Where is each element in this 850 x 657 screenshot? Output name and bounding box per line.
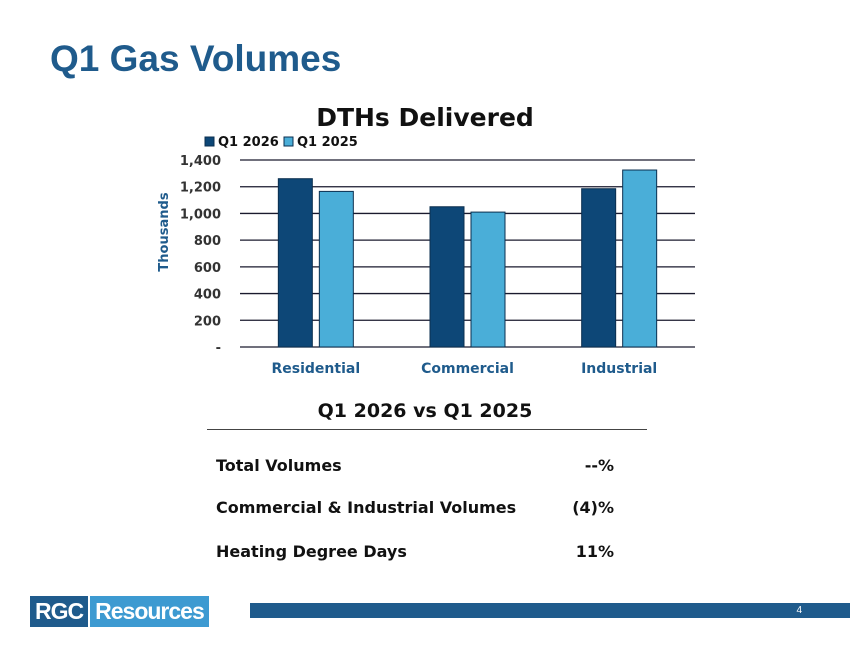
x-tick-label: Commercial [421,361,514,377]
comparison-title: Q1 2026 vs Q1 2025 [317,400,533,422]
y-tick-label: 800 [194,234,221,249]
comparison-label: Heating Degree Days [216,542,407,561]
legend-label: Q1 2026 [218,135,279,150]
footer-bar [250,603,850,618]
y-tick-label: 200 [194,314,221,329]
y-tick-label: 600 [194,261,221,276]
logo-rgc: RGC [30,596,89,627]
bar [622,169,658,348]
logo-resources: Resources [90,596,209,627]
y-tick-label: 1,400 [180,154,221,169]
comparison-row: Total Volumes --% [216,456,616,480]
rgc-resources-logo: RGC Resources [30,596,209,627]
comparison-value: --% [584,456,614,475]
comparison-value: (4)% [572,498,614,517]
comparison-value: 11% [575,542,614,561]
x-tick-label: Industrial [581,361,657,377]
comparison-label: Total Volumes [216,456,342,475]
comparison-label: Commercial & Industrial Volumes [216,498,517,517]
y-tick-label: 1,200 [180,181,221,196]
legend-swatch [283,136,294,147]
bar [470,211,506,348]
y-tick-label: - [216,341,221,356]
x-tick-label: Residential [272,361,361,377]
chart-title: DTHs Delivered [316,103,534,132]
y-tick-label: 1,000 [180,207,221,222]
legend-label: Q1 2025 [297,135,358,150]
bar [429,206,465,348]
bar [581,188,617,348]
page-number: 4 [796,605,802,616]
comparison-row: Heating Degree Days 11% [216,542,616,566]
comparison-divider [207,429,647,430]
comparison-row: Commercial & Industrial Volumes (4)% [216,498,616,522]
slide-title: Q1 Gas Volumes [50,38,342,79]
y-tick-label: 400 [194,288,221,303]
legend-swatch [204,136,215,147]
bar [277,178,313,348]
bar-chart: DTHs Delivered - 200 400 600 800 1,000 1,200 1,4… [157,103,695,377]
y-axis-label: Thousands [157,192,172,271]
bar [318,190,354,348]
